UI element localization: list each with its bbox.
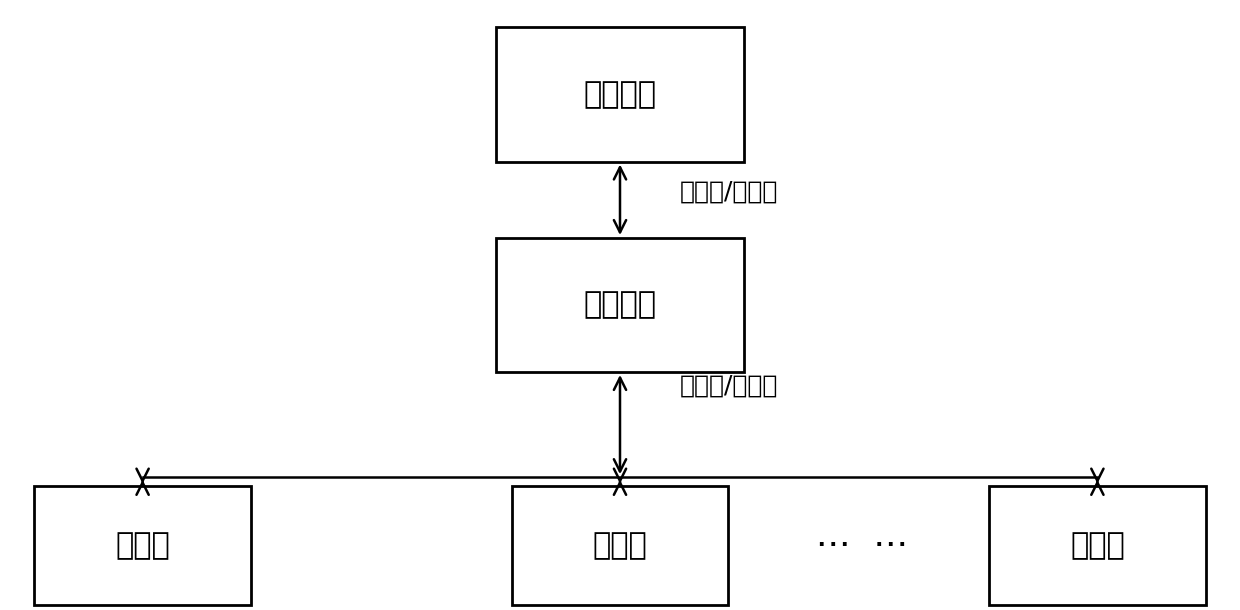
Bar xyxy=(511,487,728,605)
Bar xyxy=(35,487,250,605)
Text: 局域网/互联网: 局域网/互联网 xyxy=(680,179,777,204)
Text: 子系统: 子系统 xyxy=(593,531,647,561)
Bar xyxy=(990,487,1205,605)
Text: 子系统: 子系统 xyxy=(1070,531,1125,561)
Text: ···  ···: ··· ··· xyxy=(816,529,908,563)
Bar xyxy=(496,238,744,372)
Text: 用户终端: 用户终端 xyxy=(584,80,656,109)
Text: 局域网/互联网: 局域网/互联网 xyxy=(680,373,777,398)
Bar xyxy=(496,27,744,162)
Text: 主控制器: 主控制器 xyxy=(584,290,656,320)
Text: 子系统: 子系统 xyxy=(115,531,170,561)
